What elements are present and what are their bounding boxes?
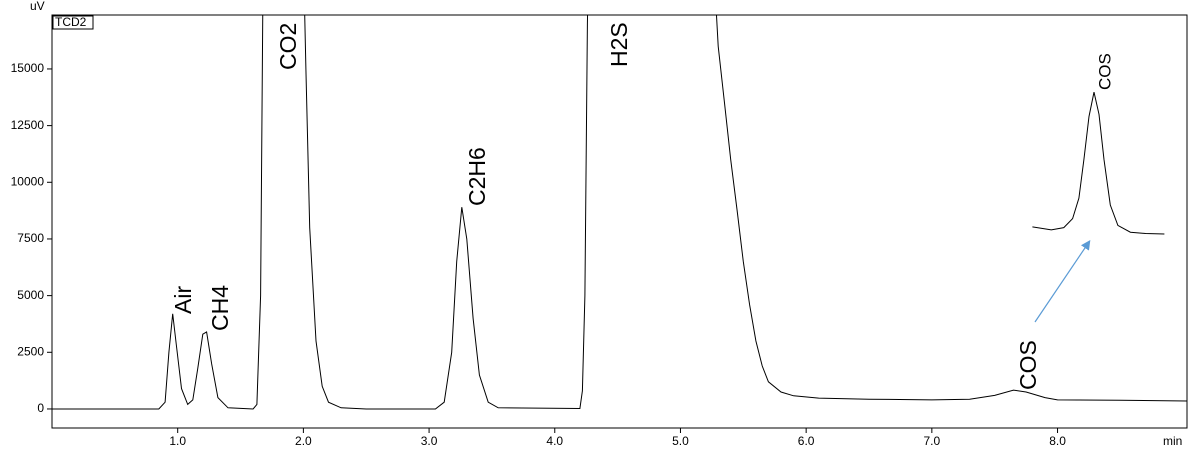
x-tick-label: 3.0	[421, 434, 438, 448]
peak-label: CH4	[207, 285, 233, 331]
x-tick-label: 5.0	[672, 434, 689, 448]
y-tick-label: 10000	[11, 174, 45, 188]
inset-arrow	[1034, 240, 1091, 323]
x-tick-label: 4.0	[546, 434, 563, 448]
x-tick-label: 7.0	[924, 434, 941, 448]
x-tick-label: 8.0	[1049, 434, 1066, 448]
peak-label: COS	[1015, 340, 1041, 390]
detector-box	[52, 15, 94, 30]
y-tick-label: 5000	[17, 288, 44, 302]
peak-label: H2S	[606, 22, 632, 67]
x-tick-label: 2.0	[295, 434, 312, 448]
x-tick-label: 1.0	[169, 434, 186, 448]
y-tick-label: 15000	[11, 61, 45, 75]
y-axis-label: uV	[30, 0, 45, 13]
y-tick-label: 12500	[11, 118, 45, 132]
plot-frame	[51, 14, 1188, 429]
x-tick-label: 6.0	[798, 434, 815, 448]
peak-label: C2H6	[464, 147, 490, 206]
detector-label: TCD2	[55, 15, 87, 29]
inset-line	[1032, 91, 1165, 235]
peak-label: CO2	[275, 23, 301, 70]
x-axis-label: min	[1163, 434, 1182, 448]
y-tick-label: 2500	[17, 344, 44, 358]
y-tick-label: 0	[37, 401, 44, 415]
chromatogram-line	[52, 15, 1187, 410]
y-tick-label: 7500	[17, 231, 44, 245]
inset-label: COS	[1095, 53, 1114, 90]
peak-label: Air	[170, 286, 196, 314]
